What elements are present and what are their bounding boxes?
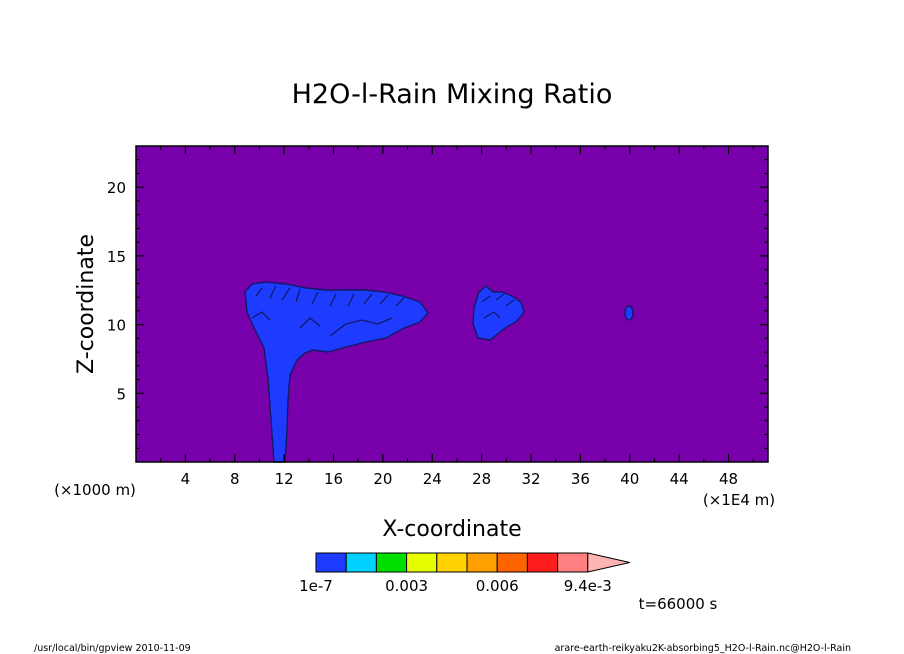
x-tick-label: 4 bbox=[181, 470, 191, 488]
x-axis-label: X-coordinate bbox=[382, 517, 521, 542]
x-tick-label: 32 bbox=[521, 470, 540, 488]
x-tick-label: 12 bbox=[275, 470, 294, 488]
x-tick-label: 44 bbox=[670, 470, 689, 488]
colorbar-swatch bbox=[406, 552, 438, 573]
x-tick-label: 20 bbox=[373, 470, 392, 488]
colorbar-swatch bbox=[526, 552, 559, 573]
x-tick-label: 40 bbox=[620, 470, 639, 488]
colorbar-swatch bbox=[345, 552, 377, 573]
time-label: t=66000 s bbox=[639, 595, 718, 613]
colorbar-swatch bbox=[375, 552, 408, 573]
chart-title: H2O-l-Rain Mixing Ratio bbox=[292, 79, 613, 110]
footer-right: arare-earth-reikyaku2K-absorbing5_H2O-l-… bbox=[555, 643, 851, 654]
x-tick-label: 48 bbox=[719, 470, 738, 488]
x-tick-label: 8 bbox=[230, 470, 240, 488]
colorbar-swatch bbox=[496, 552, 528, 573]
y-tick-label: 15 bbox=[107, 248, 126, 266]
colorbar-arrow bbox=[587, 552, 630, 573]
y-tick-label: 20 bbox=[107, 179, 126, 197]
colorbar-swatch bbox=[436, 552, 468, 573]
x-tick-label: 28 bbox=[472, 470, 491, 488]
x-tick-label: 24 bbox=[423, 470, 442, 488]
y-axis-label: Z-coordinate bbox=[74, 234, 99, 374]
x-tick-label: 36 bbox=[571, 470, 590, 488]
colorbar-label: 1e-7 bbox=[299, 577, 333, 595]
storm-cluster-28-detail bbox=[481, 293, 515, 319]
footer-left: /usr/local/bin/gpview 2010-11-09 bbox=[34, 643, 191, 654]
y-axis-ticks: 5 10 15 20 bbox=[107, 159, 768, 449]
x-unit-left: (×1000 m) bbox=[54, 481, 136, 499]
x-axis-ticks: 4 8 12 16 20 24 28 32 36 40 44 48 bbox=[160, 146, 754, 488]
colorbar-swatch bbox=[557, 552, 589, 573]
plot-frame bbox=[135, 145, 769, 463]
main-storm-plume-detail bbox=[251, 285, 405, 337]
storm-cell-40 bbox=[624, 305, 634, 321]
y-tick-label: 5 bbox=[116, 385, 126, 403]
x-tick-label: 16 bbox=[324, 470, 343, 488]
y-tick-label: 10 bbox=[107, 317, 126, 335]
contour-regions bbox=[244, 281, 634, 463]
colorbar-label: 9.4e-3 bbox=[564, 577, 612, 595]
main-storm-plume bbox=[244, 281, 429, 463]
x-unit-right: (×1E4 m) bbox=[703, 491, 775, 509]
colorbar-swatch bbox=[466, 552, 498, 573]
colorbar-label: 0.006 bbox=[476, 577, 519, 595]
plot-area bbox=[136, 146, 768, 462]
colorbar: 1e-7 0.003 0.006 9.4e-3 bbox=[299, 552, 630, 595]
colorbar-swatch bbox=[315, 552, 347, 573]
colorbar-label: 0.003 bbox=[385, 577, 428, 595]
